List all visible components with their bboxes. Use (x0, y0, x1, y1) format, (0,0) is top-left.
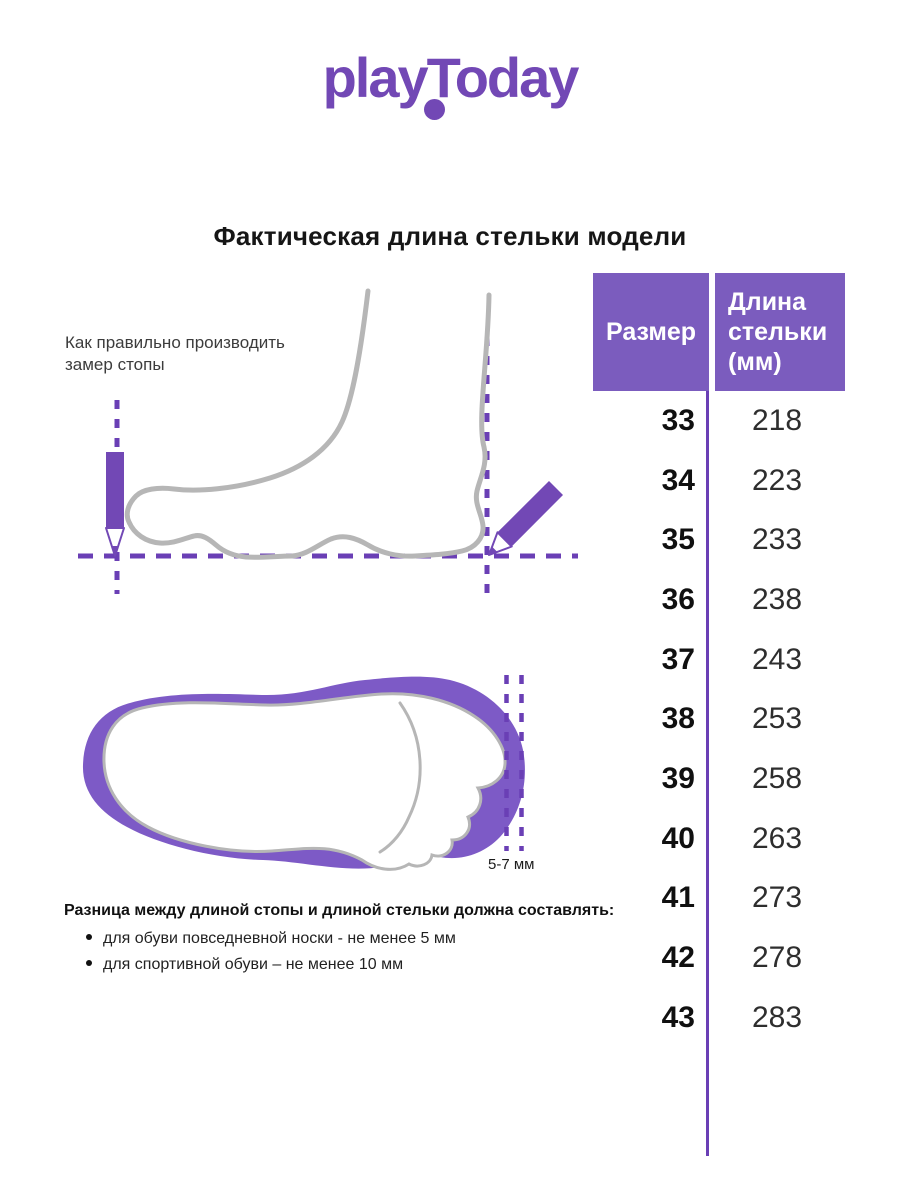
size-table: Размер Длина стельки (мм) 33 218 34 223 … (593, 273, 845, 1048)
foot-sole-outline (102, 692, 507, 871)
size-column-header: Размер (593, 273, 709, 391)
table-row: 40 263 (593, 809, 845, 869)
note-text: для спортивной обуви – не менее 10 мм (103, 955, 404, 973)
table-row: 41 273 (593, 869, 845, 929)
length-cell: 233 (751, 523, 803, 557)
size-cell: 42 (661, 941, 695, 975)
toe-pad-curve (378, 701, 422, 854)
pencil-icon-right (488, 481, 563, 556)
bullet-icon (86, 959, 92, 966)
note-text: для обуви повседневной носки - не менее … (103, 930, 456, 947)
table-header: Размер Длина стельки (мм) (593, 273, 845, 391)
table-row: 38 253 (593, 689, 845, 749)
table-row: 33 218 (593, 391, 845, 451)
size-cell: 38 (661, 702, 695, 736)
page-title: Фактическая длина стельки модели (213, 221, 687, 251)
table-row: 43 283 (593, 988, 845, 1048)
foot-side-outline (124, 288, 492, 560)
size-cell: 37 (661, 642, 695, 676)
length-column-header: Длина стельки (мм) (715, 273, 845, 391)
size-cell: 41 (661, 881, 695, 915)
length-cell: 263 (751, 821, 803, 855)
measure-caption-line1: Как правильно производить (65, 333, 285, 352)
measure-caption: Как правильно производить замер стопы (65, 332, 285, 376)
size-cell: 33 (661, 403, 695, 437)
pencil-icon-left (105, 452, 125, 557)
notes-list: для обуви повседневной носки - не менее … (64, 928, 624, 975)
table-row: 42 278 (593, 928, 845, 988)
table-row: 36 238 (593, 570, 845, 630)
length-cell: 258 (751, 761, 803, 795)
size-cell: 43 (661, 1000, 695, 1034)
logo-area: playToday (0, 50, 900, 120)
logo-dot (423, 99, 445, 120)
list-item: для спортивной обуви – не менее 10 мм (86, 954, 624, 976)
length-cell: 253 (751, 702, 803, 736)
playtoday-logo: playToday (323, 50, 579, 120)
table-body: 33 218 34 223 35 233 36 238 37 243 38 25… (593, 391, 845, 1048)
table-row: 35 233 (593, 510, 845, 570)
table-column-divider (706, 391, 709, 1156)
length-cell: 273 (751, 881, 803, 915)
allowance-label: 5-7 мм (488, 856, 534, 873)
size-cell: 35 (661, 523, 695, 557)
notes-block: Разница между длиной стопы и длиной стел… (64, 902, 624, 975)
foot-measure-diagram (78, 288, 578, 594)
length-cell: 243 (751, 642, 803, 676)
length-cell: 218 (751, 403, 803, 437)
bullet-icon (86, 934, 92, 940)
measure-caption-line2: замер стопы (65, 355, 165, 375)
length-cell: 238 (751, 582, 803, 616)
length-cell: 223 (751, 463, 803, 497)
table-row: 39 258 (593, 749, 845, 809)
size-cell: 34 (661, 463, 695, 497)
table-row: 34 223 (593, 451, 845, 511)
size-cell: 40 (661, 821, 695, 855)
logo-text: playToday (322, 46, 580, 109)
list-item: для обуви повседневной носки - не менее … (86, 928, 624, 950)
size-cell: 36 (661, 582, 695, 616)
length-cell: 283 (751, 1000, 803, 1034)
notes-heading: Разница между длиной стопы и длиной стел… (64, 902, 615, 919)
table-row: 37 243 (593, 630, 845, 690)
length-cell: 278 (751, 941, 803, 975)
size-cell: 39 (661, 761, 695, 795)
insole-diagram: 5-7 мм (82, 675, 534, 873)
